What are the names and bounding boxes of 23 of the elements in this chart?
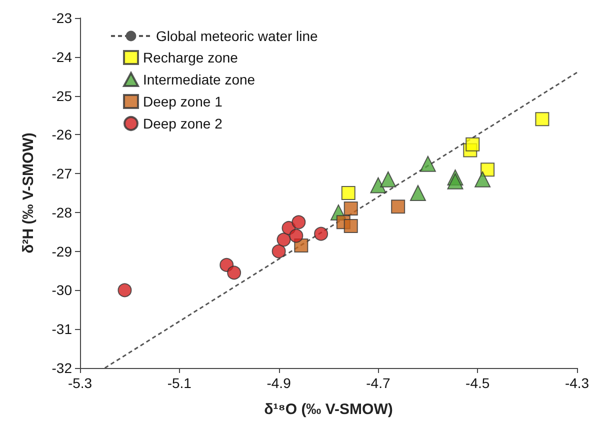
y-tick-label: -23 [52, 10, 72, 26]
legend-label: Recharge zone [143, 50, 238, 66]
x-tick-label: -5.3 [68, 375, 92, 391]
x-tick-label: -5.1 [167, 375, 192, 391]
x-tick-label: -4.9 [266, 375, 292, 391]
legend-label: Deep zone 1 [143, 94, 223, 110]
y-tick-label: -30 [52, 282, 72, 298]
y-axis-title: δ²H (‰ V-SMOW) [20, 132, 37, 254]
x-tick-label: -4.7 [366, 375, 390, 391]
y-tick-label: -31 [52, 321, 72, 338]
x-axis-title: δ¹⁸O (‰ V-SMOW) [264, 401, 393, 418]
legend-label: Intermediate zone [143, 72, 256, 88]
y-tick-label: -26 [52, 126, 72, 143]
y-tick-label: -28 [52, 204, 72, 220]
legend-label: Deep zone 2 [143, 116, 223, 132]
x-tick-label: -4.5 [466, 375, 490, 391]
x-tick-label: -4.3 [564, 375, 590, 391]
y-tick-label: -24 [52, 48, 72, 65]
y-tick-label: -25 [52, 88, 72, 104]
y-tick-label: -32 [52, 360, 72, 376]
y-tick-label: -29 [52, 243, 72, 260]
y-tick-label: -27 [52, 166, 72, 182]
legend-label: Global meteoric water line [156, 28, 318, 44]
